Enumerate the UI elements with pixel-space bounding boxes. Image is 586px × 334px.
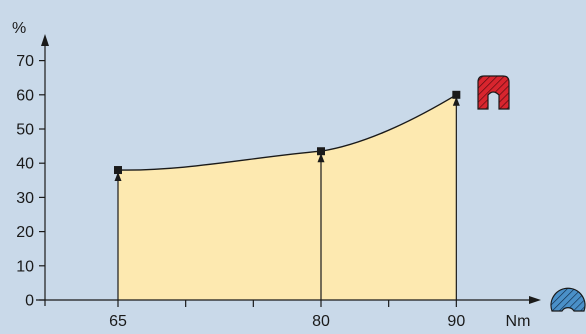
x-tick-label: 65 [109,313,127,329]
x-tick-label: 90 [447,313,465,329]
x-axis-label: Nm [506,313,531,329]
y-tick-label: 70 [16,53,34,70]
y-tick-label: 50 [16,122,34,139]
drop-arrowhead [114,172,122,182]
rectangular-profile-icon [477,75,510,110]
data-point [452,90,461,99]
y-tick-label: 60 [16,87,34,104]
x-axis-arrowhead [529,296,541,304]
y-tick-label: 10 [16,258,34,275]
y-tick-label: 30 [16,190,34,207]
x-tick-label: 80 [312,313,330,329]
drop-arrowhead [452,96,460,106]
data-point [317,147,325,156]
y-axis-label: % [12,20,26,37]
data-point [114,166,122,175]
y-tick-label: 40 [16,156,34,173]
y-tick-label: 20 [16,224,34,241]
round-profile-icon [550,287,586,312]
y-tick-label: 0 [25,293,34,310]
drop-arrowhead [317,153,325,163]
y-axis-arrowhead [41,34,49,46]
area-fill [118,94,457,300]
